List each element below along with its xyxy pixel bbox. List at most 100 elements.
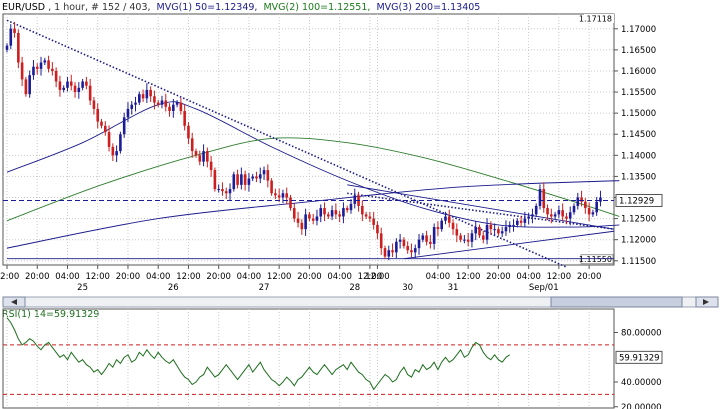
candle-body <box>497 229 500 234</box>
candle-body <box>447 216 451 223</box>
candle-body <box>73 85 77 93</box>
candle-body <box>599 197 602 202</box>
candle-body <box>368 216 372 219</box>
candle <box>345 205 349 213</box>
candle <box>463 235 466 244</box>
candle <box>145 83 149 104</box>
candle <box>100 119 103 129</box>
candle-body <box>546 208 549 215</box>
candle-body <box>557 210 561 215</box>
chart-scrollbar[interactable] <box>2 296 719 308</box>
current-price-box <box>615 193 663 207</box>
candle-body <box>20 62 24 80</box>
candle <box>92 96 96 115</box>
time-tick-label: 12:00 <box>176 272 201 282</box>
candle <box>330 205 334 221</box>
candle <box>466 232 470 247</box>
time-tick-label: 12:00 <box>547 272 572 282</box>
candle-body <box>481 235 485 240</box>
candle <box>51 62 54 76</box>
candle <box>395 238 398 259</box>
candle-body <box>274 193 277 196</box>
candle-body <box>224 191 228 194</box>
candle-body <box>24 79 28 95</box>
candle <box>153 90 156 110</box>
low-value-label: 1.11550 <box>579 255 612 264</box>
candle <box>270 178 273 196</box>
candle-body <box>591 212 595 215</box>
scrollbar-thumb[interactable] <box>550 296 683 308</box>
candle <box>262 166 266 180</box>
candle-body <box>115 151 118 156</box>
candle-body <box>512 224 515 226</box>
candle-body <box>160 100 164 105</box>
candle <box>576 192 580 210</box>
candle-body <box>69 81 73 86</box>
header-symbol: EUR/USD <box>2 2 45 13</box>
candle <box>277 188 281 203</box>
candle-body <box>421 235 425 240</box>
time-tick-label: 20:00 <box>206 272 231 282</box>
top-value-box <box>584 14 614 23</box>
candle-body <box>527 216 530 219</box>
price-plot <box>3 19 620 268</box>
candle <box>221 182 224 196</box>
time-tick-label: 04:00 <box>146 272 171 282</box>
candle-body <box>304 214 307 230</box>
chart-header: EUR/USD , 1 hour, # 152 / 403, MVG(1) 50… <box>2 2 480 13</box>
candle <box>546 204 549 221</box>
moving-average-line-1 <box>6 101 620 228</box>
candle-body <box>202 151 205 162</box>
candle-body <box>134 102 137 105</box>
moving-average-line-3 <box>6 180 620 249</box>
candle <box>156 100 160 108</box>
time-tick-label: 04:00 <box>237 272 262 282</box>
low-value-box <box>580 254 614 265</box>
candle-body <box>122 117 126 135</box>
candle-body <box>349 203 353 211</box>
candle-body <box>194 151 198 156</box>
candle <box>274 188 277 199</box>
time-tick-label: 20:00 <box>297 272 322 282</box>
candle-body <box>228 189 232 194</box>
price-tick-label: 1.12500 <box>621 215 656 225</box>
candle <box>542 182 546 213</box>
candle-body <box>66 81 69 88</box>
candle <box>527 212 530 225</box>
candle-body <box>198 155 202 162</box>
candle-body <box>39 62 43 69</box>
candle <box>334 203 338 220</box>
time-tick-label: 20:00 <box>25 272 50 282</box>
candle <box>402 237 406 249</box>
date-tick-label: 28 <box>349 283 360 293</box>
candle <box>383 245 387 260</box>
candle-body <box>88 85 92 101</box>
candle <box>489 221 493 235</box>
rsi-current-box <box>615 350 663 364</box>
candle-body <box>383 248 387 257</box>
candle <box>126 102 130 122</box>
candle <box>119 131 122 154</box>
header-mvg2: MVG(2) 100=1.12551, <box>263 2 370 13</box>
top-value-label: 1.17118 <box>579 15 612 24</box>
rsi-plot <box>6 317 510 391</box>
candle <box>315 209 319 226</box>
candle-body <box>300 222 304 230</box>
candle-body <box>315 216 319 221</box>
candle <box>285 187 289 205</box>
candle <box>236 169 239 189</box>
candle <box>387 245 391 261</box>
price-tick-label: 1.11500 <box>621 257 656 267</box>
candle-body <box>103 125 107 133</box>
candle-body <box>107 132 111 147</box>
candle <box>319 204 323 223</box>
time-tick-label: 20:00 <box>116 272 141 282</box>
candle <box>444 211 447 225</box>
candle <box>508 221 512 233</box>
candle-body <box>258 174 262 179</box>
candle <box>9 24 13 50</box>
rsi-panel <box>2 308 615 409</box>
candle <box>115 145 118 163</box>
candle <box>247 172 251 192</box>
candle-body <box>391 250 394 253</box>
